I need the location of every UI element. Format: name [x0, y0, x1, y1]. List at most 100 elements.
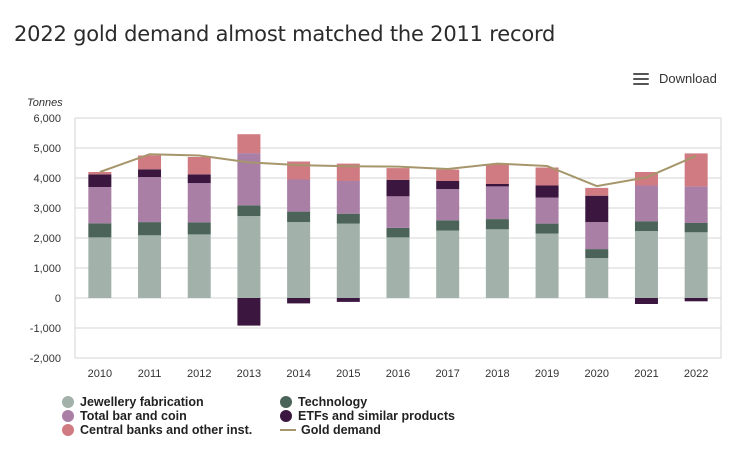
legend-swatch	[280, 396, 292, 408]
bar-total-bar-and-coin-2022	[684, 186, 708, 223]
bar-jewellery-fabrication-2013	[237, 216, 261, 298]
x-tick-label: 2015	[336, 368, 360, 380]
download-label: Download	[659, 71, 717, 86]
bar-jewellery-fabrication-2010	[88, 237, 112, 298]
bar-central-banks-and-other-inst-2013	[237, 134, 261, 154]
bar-total-bar-and-coin-2012	[187, 183, 211, 223]
legend-label: ETFs and similar products	[298, 409, 455, 423]
bar-central-banks-and-other-inst-2020	[585, 187, 609, 196]
legend-item: Jewellery fabrication	[62, 395, 204, 409]
bar-technology-2013	[237, 205, 261, 217]
legend-label: Technology	[298, 395, 368, 409]
y-tick-label: 1,000	[33, 263, 61, 275]
bar-technology-2021	[634, 221, 658, 232]
y-axis: -2,000 -1,000 0 1,000 2,000 3,000 4,000 5,000 6,…	[30, 113, 61, 365]
bar-etfs-and-similar-products-2017	[436, 181, 460, 190]
bar-total-bar-and-coin-2014	[287, 179, 311, 212]
legend-item: Technology	[280, 395, 367, 409]
x-tick-label: 2012	[187, 368, 211, 380]
bar-total-bar-and-coin-2011	[138, 177, 162, 223]
bar-etfs-and-similar-products-2011	[138, 169, 162, 178]
download-button[interactable]: Download	[633, 71, 717, 86]
menu-icon	[633, 72, 649, 85]
legend-swatch	[280, 429, 296, 431]
y-tick-label: -1,000	[30, 323, 61, 335]
legend-label: Gold demand	[301, 423, 381, 437]
legend-label: Jewellery fabrication	[80, 395, 204, 409]
bar-total-bar-and-coin-2016	[386, 196, 410, 228]
bar-etfs-and-similar-products-2019	[535, 185, 559, 198]
bar-technology-2017	[436, 220, 460, 231]
line-gold-demand	[99, 153, 697, 188]
bar-etfs-and-similar-products-2022	[684, 298, 708, 302]
x-tick-label: 2010	[88, 368, 112, 380]
bar-series	[88, 134, 708, 326]
bar-technology-2015	[336, 213, 360, 224]
legend-item: Total bar and coin	[62, 409, 187, 423]
legend-swatch	[62, 410, 74, 422]
x-tick-label: 2014	[286, 368, 310, 380]
legend-swatch	[62, 396, 74, 408]
y-tick-label: 0	[55, 293, 61, 305]
bar-technology-2011	[138, 222, 162, 236]
legend-swatch	[62, 424, 74, 436]
bar-jewellery-fabrication-2011	[138, 235, 162, 298]
bar-jewellery-fabrication-2015	[336, 223, 360, 298]
bar-etfs-and-similar-products-2021	[634, 298, 658, 304]
legend-swatch	[280, 410, 292, 422]
y-unit-label: Tonnes	[27, 97, 63, 109]
x-tick-label: 2019	[535, 368, 559, 380]
bar-jewellery-fabrication-2018	[485, 229, 509, 298]
legend-item: Central banks and other inst.	[62, 423, 252, 437]
bar-technology-2014	[287, 211, 311, 223]
bar-jewellery-fabrication-2017	[436, 230, 460, 298]
bar-central-banks-and-other-inst-2010	[88, 172, 112, 175]
x-tick-label: 2020	[585, 368, 609, 380]
chart-title: 2022 gold demand almost matched the 2011…	[14, 22, 556, 46]
bar-central-banks-and-other-inst-2019	[535, 167, 559, 186]
bar-central-banks-and-other-inst-2016	[386, 168, 410, 180]
bar-technology-2010	[88, 223, 112, 238]
bar-technology-2019	[535, 223, 559, 234]
legend-item: ETFs and similar products	[280, 409, 455, 423]
bar-jewellery-fabrication-2016	[386, 237, 410, 298]
x-tick-label: 2022	[684, 368, 708, 380]
y-tick-label: 2,000	[33, 233, 61, 245]
bar-etfs-and-similar-products-2012	[187, 174, 211, 184]
x-tick-label: 2011	[138, 368, 162, 380]
bar-etfs-and-similar-products-2018	[485, 184, 509, 187]
bar-etfs-and-similar-products-2020	[585, 195, 609, 223]
y-tick-label: 6,000	[33, 113, 61, 125]
bar-etfs-and-similar-products-2013	[237, 298, 261, 326]
x-tick-label: 2018	[485, 368, 509, 380]
legend-item: Gold demand	[280, 423, 381, 437]
bar-etfs-and-similar-products-2010	[88, 174, 112, 187]
x-tick-label: 2013	[237, 368, 261, 380]
x-tick-label: 2021	[634, 368, 658, 380]
x-tick-label: 2016	[386, 368, 410, 380]
bar-total-bar-and-coin-2010	[88, 187, 112, 224]
bar-total-bar-and-coin-2019	[535, 197, 559, 224]
y-tick-label: -2,000	[30, 353, 61, 365]
bar-jewellery-fabrication-2022	[684, 232, 708, 298]
bar-technology-2022	[684, 223, 708, 233]
bar-jewellery-fabrication-2020	[585, 258, 609, 298]
bar-jewellery-fabrication-2021	[634, 231, 658, 298]
x-tick-label: 2017	[435, 368, 459, 380]
x-axis: 2010 2011 2012 2013 2014 2015 2016 2017 2018 2019…	[88, 368, 709, 380]
bar-total-bar-and-coin-2021	[634, 185, 658, 222]
legend-label: Total bar and coin	[80, 409, 187, 423]
bar-central-banks-and-other-inst-2012	[187, 157, 211, 175]
bar-total-bar-and-coin-2017	[436, 189, 460, 221]
bar-central-banks-and-other-inst-2015	[336, 163, 360, 181]
bar-technology-2018	[485, 219, 509, 230]
y-tick-label: 4,000	[33, 173, 61, 185]
bar-total-bar-and-coin-2013	[237, 153, 261, 206]
bar-technology-2016	[386, 227, 410, 238]
bar-jewellery-fabrication-2019	[535, 233, 559, 298]
legend-label: Central banks and other inst.	[80, 423, 253, 437]
bar-total-bar-and-coin-2020	[585, 222, 609, 250]
bar-jewellery-fabrication-2012	[187, 234, 211, 298]
bar-technology-2012	[187, 222, 211, 235]
